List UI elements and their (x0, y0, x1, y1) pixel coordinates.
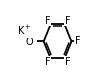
Text: F: F (65, 57, 70, 67)
Text: F: F (65, 16, 70, 26)
Text: F: F (75, 36, 81, 46)
Text: K$^+$: K$^+$ (17, 24, 32, 37)
Text: $^{-}$O: $^{-}$O (19, 35, 34, 47)
Text: F: F (45, 57, 50, 67)
Text: F: F (45, 16, 50, 26)
